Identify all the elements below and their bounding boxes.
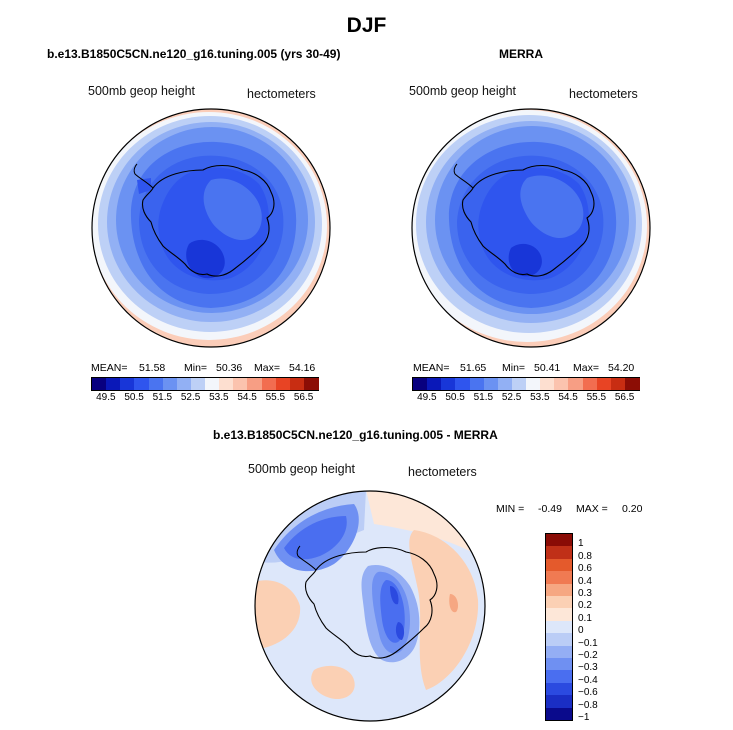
panel-2-variable-label: 500mb geop height bbox=[409, 84, 517, 98]
panel-1-title: b.e13.B1850C5CN.ne120_g16.tuning.005 (yr… bbox=[47, 47, 341, 61]
panel-2-title: MERRA bbox=[499, 47, 543, 61]
diff-max-label: MAX = bbox=[576, 503, 608, 515]
contour-band bbox=[203, 178, 262, 241]
colorbar-tick-label: −1 bbox=[578, 712, 590, 723]
diff-units-label: hectometers bbox=[408, 465, 477, 479]
colorbar-tick-label: 55.5 bbox=[586, 392, 607, 403]
colorbar-tick-label: −0.1 bbox=[578, 637, 598, 649]
panel-1-map bbox=[91, 108, 331, 348]
diff-min-value: -0.49 bbox=[538, 503, 562, 515]
colorbar-cell bbox=[303, 378, 319, 390]
colorbar-tick-label: −0.3 bbox=[578, 662, 598, 674]
colorbar-tick-label: 0.8 bbox=[578, 550, 592, 562]
colorbar-tick-label: 0.4 bbox=[578, 575, 592, 587]
panel-1-min-label: Min= bbox=[184, 362, 208, 374]
contour-band bbox=[449, 594, 458, 613]
panel-1-colorbar-ticks: 49.5 50.5 51.5 52.5 53.5 54.5 55.5 56.5 bbox=[91, 392, 319, 406]
colorbar-tick-label: 1 bbox=[578, 538, 584, 550]
colorbar-tick-label: 53.5 bbox=[209, 392, 229, 403]
panel-2-units-label: hectometers bbox=[569, 87, 638, 101]
diff-variable-label: 500mb geop height bbox=[248, 462, 356, 476]
peninsula-coastline bbox=[296, 545, 317, 571]
peninsula-coastline bbox=[453, 163, 474, 189]
colorbar-tick-label: −0.6 bbox=[578, 687, 598, 699]
panel-2-mean-value: 51.65 bbox=[460, 362, 487, 374]
contour-band bbox=[311, 665, 355, 700]
colorbar-tick-label: 56.5 bbox=[293, 392, 314, 403]
colorbar-tick-label: 51.5 bbox=[473, 392, 494, 403]
contour-band bbox=[520, 175, 584, 239]
peninsula-coastline bbox=[133, 163, 154, 189]
colorbar-tick-label: 52.5 bbox=[180, 392, 201, 403]
colorbar-tick-label: 0.2 bbox=[578, 600, 592, 612]
colorbar-cell bbox=[624, 378, 640, 390]
panel-1-variable-label: 500mb geop height bbox=[88, 84, 196, 98]
antarctica-coastline bbox=[141, 164, 275, 277]
antarctica-coastline bbox=[461, 164, 595, 277]
panel-2-min-label: Min= bbox=[502, 362, 526, 374]
colorbar-tick-label: 0.3 bbox=[578, 588, 592, 599]
contour-band bbox=[137, 178, 151, 194]
diff-map bbox=[254, 490, 486, 722]
colorbar-tick-label: 53.5 bbox=[530, 392, 550, 403]
panel-1-units-label: hectometers bbox=[247, 87, 316, 101]
colorbar-tick-label: 52.5 bbox=[501, 392, 522, 403]
panel-1-mean-label: MEAN= bbox=[91, 362, 128, 374]
diff-panel-title: b.e13.B1850C5CN.ne120_g16.tuning.005 - M… bbox=[213, 428, 498, 442]
colorbar-tick-label: 50.5 bbox=[445, 392, 465, 403]
colorbar-tick-label: −0.8 bbox=[578, 699, 598, 711]
colorbar-tick-label: 0.6 bbox=[578, 563, 592, 575]
antarctica-coastline bbox=[304, 546, 438, 659]
diff-max-value: 0.20 bbox=[622, 503, 643, 515]
panel-1-min-value: 50.36 bbox=[216, 362, 243, 374]
contour-band bbox=[186, 239, 225, 279]
panel-2-colorbar-ticks: 49.5 50.5 51.5 52.5 53.5 54.5 55.5 56.5 bbox=[412, 392, 640, 406]
colorbar-tick-label: −0.4 bbox=[578, 674, 598, 686]
panel-1-mean-value: 51.58 bbox=[139, 362, 166, 374]
colorbar-tick-label: 0.1 bbox=[578, 612, 592, 624]
map-border bbox=[411, 108, 651, 348]
diff-colorbar bbox=[545, 533, 573, 721]
colorbar-tick-label: 49.5 bbox=[96, 392, 116, 403]
contour-band bbox=[390, 586, 405, 640]
map-border bbox=[91, 108, 331, 348]
panel-1-max-label: Max= bbox=[254, 362, 280, 374]
panel-2-max-value: 54.20 bbox=[608, 362, 635, 374]
diff-colorbar-ticks: 1 0.8 0.6 0.4 0.3 0.2 0.1 0 −0.1 −0.2 −0.3 −0.4 −0.6… bbox=[578, 533, 618, 723]
colorbar-tick-label: 55.5 bbox=[265, 392, 286, 403]
diff-min-label: MIN = bbox=[496, 503, 525, 515]
contour-band bbox=[284, 516, 347, 560]
panel-2-max-label: Max= bbox=[573, 362, 599, 374]
panel-1-max-value: 54.16 bbox=[289, 362, 316, 374]
map-border bbox=[254, 490, 486, 722]
contour-band bbox=[255, 580, 301, 650]
colorbar-tick-label: 50.5 bbox=[124, 392, 144, 403]
panel-2-colorbar bbox=[412, 377, 640, 391]
contour-band bbox=[409, 530, 479, 690]
panel-1-colorbar bbox=[91, 377, 319, 391]
contour-band bbox=[508, 243, 542, 277]
colorbar-tick-label: 51.5 bbox=[152, 392, 173, 403]
colorbar-tick-label: 0 bbox=[578, 625, 584, 637]
colorbar-tick-label: 49.5 bbox=[417, 392, 437, 403]
colorbar-tick-label: −0.2 bbox=[578, 650, 598, 661]
panel-2-mean-label: MEAN= bbox=[413, 362, 450, 374]
panel-2-map bbox=[411, 108, 651, 348]
colorbar-cell bbox=[546, 707, 572, 721]
colorbar-tick-label: 54.5 bbox=[237, 392, 257, 403]
figure-title: DJF bbox=[346, 14, 387, 37]
panel-2-min-value: 50.41 bbox=[534, 362, 561, 374]
colorbar-tick-label: 54.5 bbox=[558, 392, 578, 403]
colorbar-tick-label: 56.5 bbox=[614, 392, 635, 403]
